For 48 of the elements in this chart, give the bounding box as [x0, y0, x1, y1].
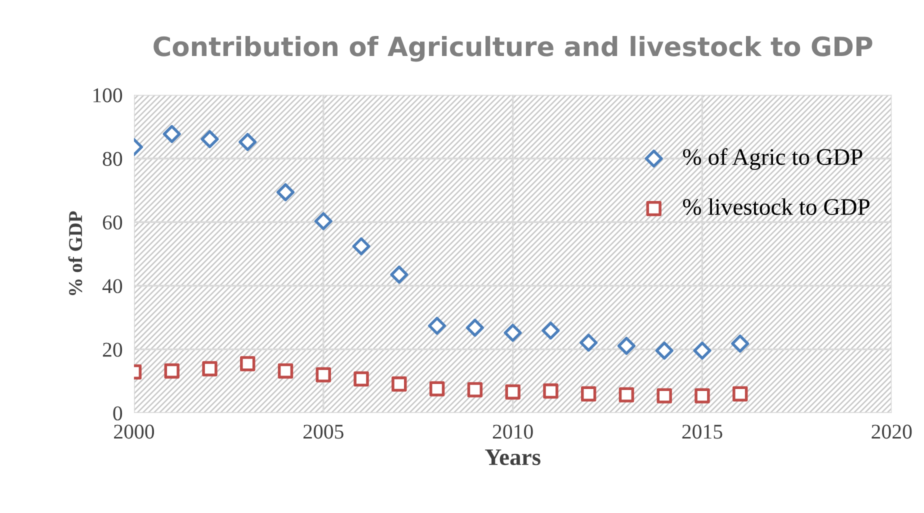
y-tick-label: 80 [102, 152, 122, 166]
point [429, 381, 445, 396]
point [240, 356, 256, 372]
point [466, 318, 484, 337]
y-tick-label: 0 [113, 406, 122, 420]
point [731, 334, 750, 353]
y-tick-label: 60 [102, 216, 122, 230]
point [543, 383, 558, 399]
legend-label: % of Agric to GDP [682, 148, 862, 170]
x-tick-label: 2020 [872, 424, 912, 439]
x-tick-label: 2010 [492, 424, 533, 439]
point [542, 322, 560, 340]
legend-label: % livestock to GDP [682, 198, 870, 216]
point [162, 125, 181, 144]
point [390, 266, 408, 284]
point [238, 132, 257, 151]
point [352, 237, 370, 256]
point [655, 342, 674, 360]
point [694, 388, 710, 404]
point [200, 130, 219, 148]
y-axis-title: % of GDP [68, 211, 82, 296]
point [732, 386, 748, 402]
point [316, 367, 331, 382]
point [428, 316, 446, 335]
point [504, 324, 522, 342]
y-tick-label: 100 [93, 88, 122, 102]
point [467, 382, 483, 398]
x-tick-label: 2005 [303, 424, 344, 439]
x-tick-label: 2015 [682, 424, 722, 439]
y-tick-label: 40 [102, 279, 122, 294]
point [580, 334, 598, 352]
point [580, 386, 596, 402]
y-tick-label: 20 [102, 342, 122, 357]
point [202, 361, 218, 376]
point [278, 363, 294, 379]
point [392, 376, 407, 392]
point [164, 363, 180, 379]
x-tick-label: 2000 [114, 424, 154, 439]
point [505, 384, 520, 400]
chart-title: Contribution of Agriculture and livestock to GDP [154, 36, 872, 62]
point [354, 371, 369, 387]
x-axis-title: Years [485, 449, 540, 466]
point [314, 212, 332, 230]
point [618, 387, 634, 402]
point [617, 336, 636, 355]
point [693, 342, 712, 360]
point [656, 388, 672, 404]
point [276, 183, 295, 202]
